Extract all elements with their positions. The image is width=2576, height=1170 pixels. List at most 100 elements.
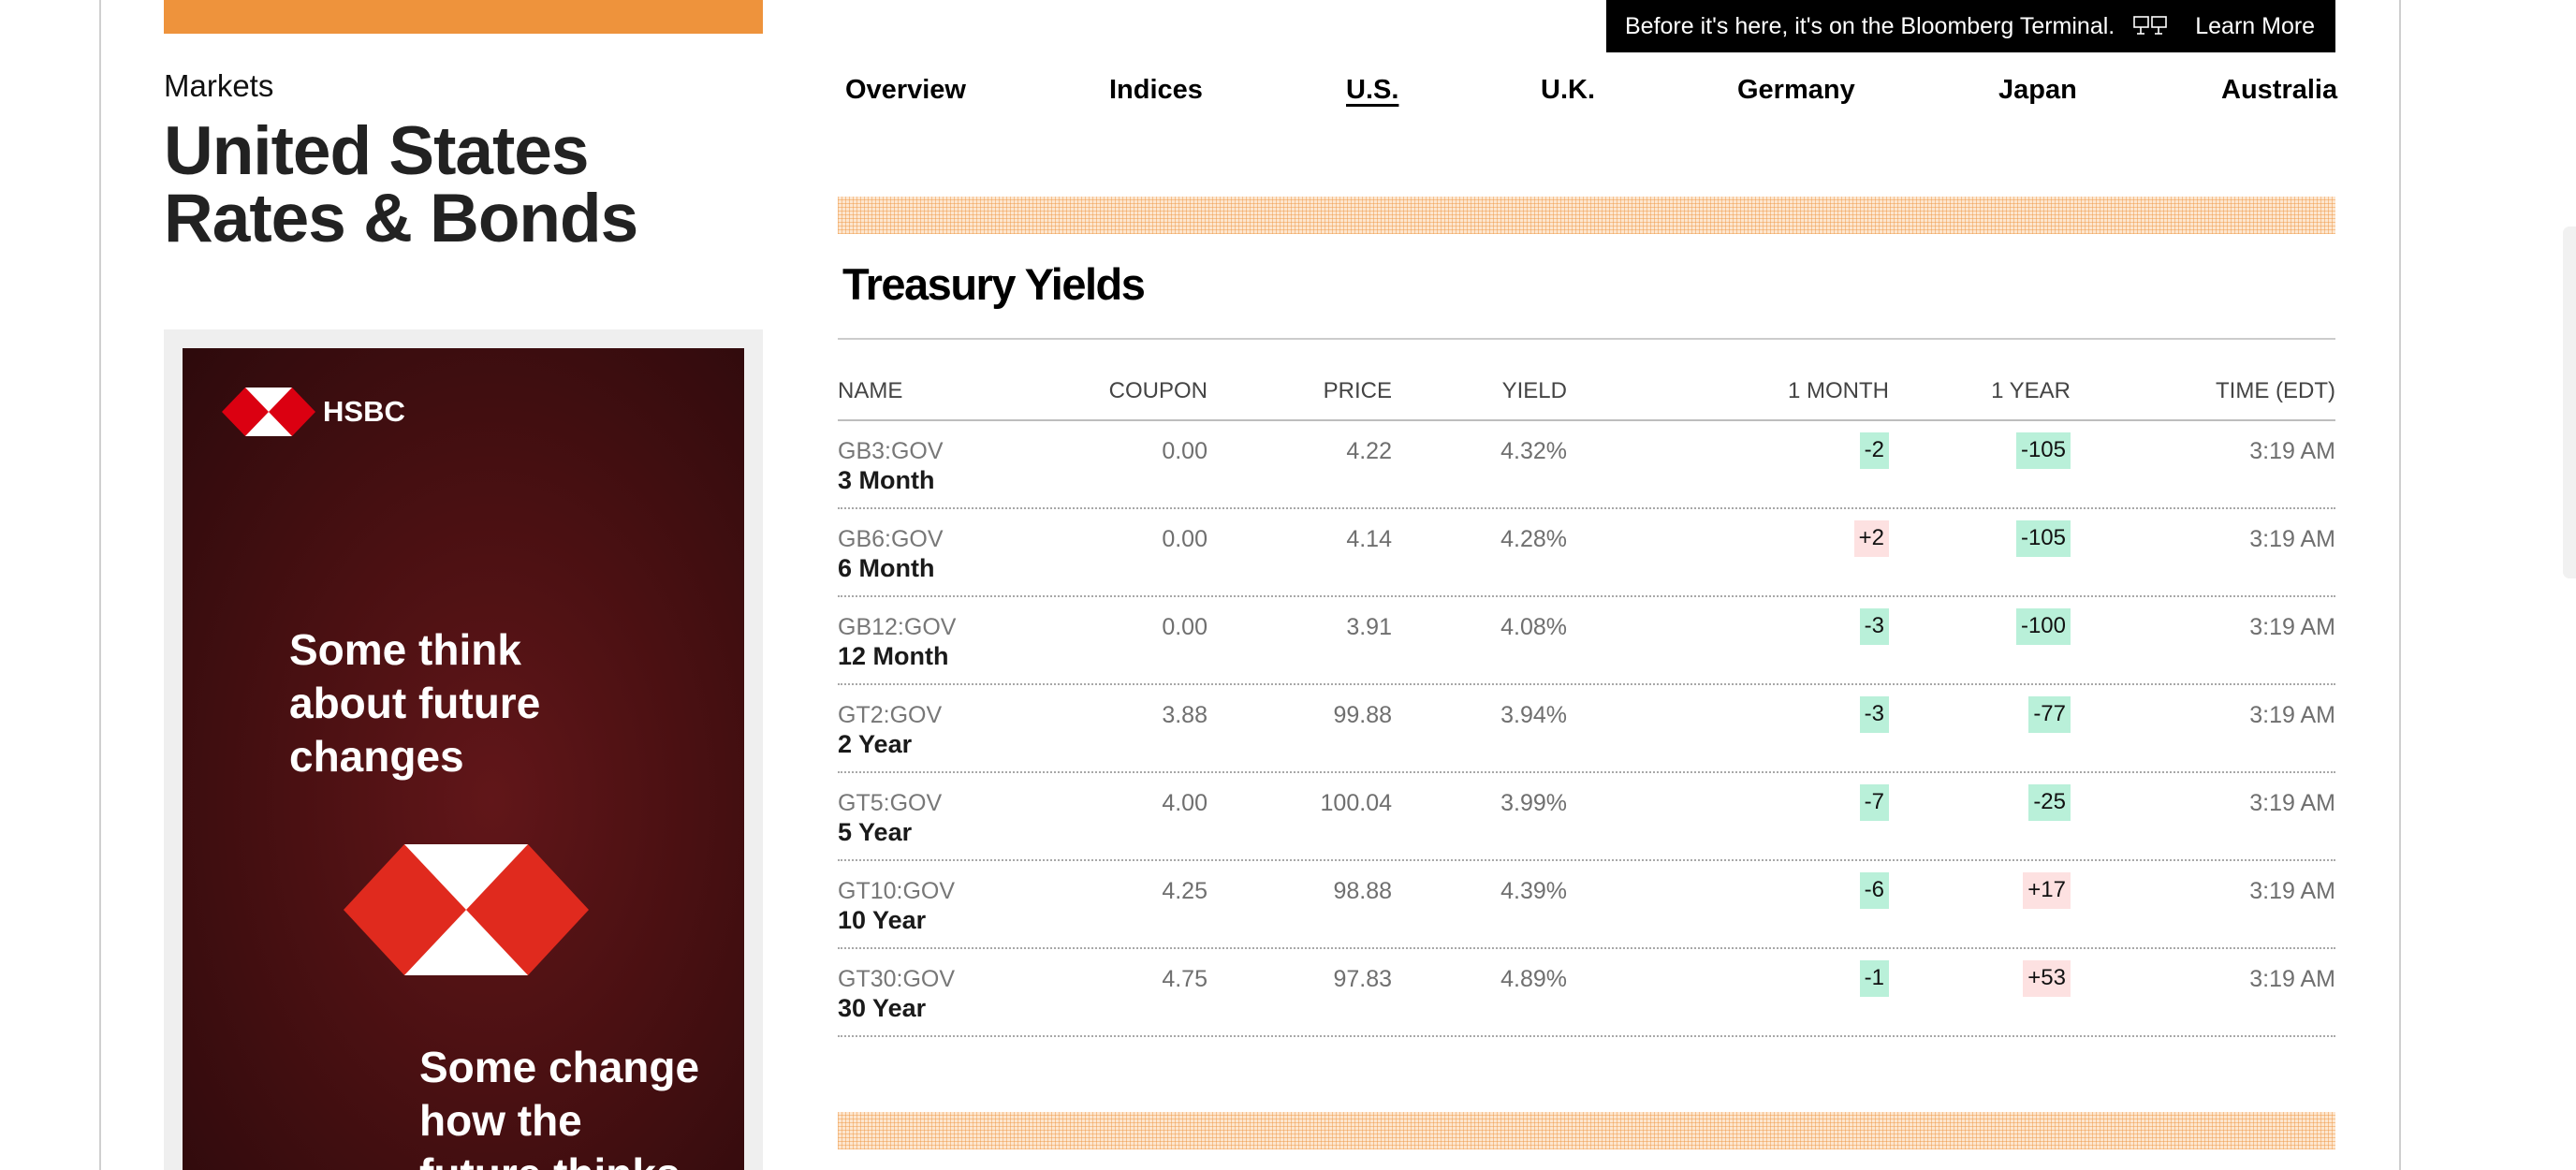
ad-headline-2-line: how the <box>419 1096 582 1145</box>
page-title: United States Rates & Bonds <box>164 113 819 256</box>
one-year-change-chip: -105 <box>2015 432 2071 469</box>
price-value: 97.83 <box>1333 966 1392 992</box>
terminal-promo-banner[interactable]: Before it's here, it's on the Bloomberg … <box>1606 0 2335 52</box>
table-row[interactable]: GT5:GOV 5 Year 4.00 100.04 3.99% -7 -25 … <box>838 773 2335 861</box>
coupon-value: 4.00 <box>1162 790 1208 816</box>
time-value: 3:19 AM <box>2249 526 2335 552</box>
column-header-name: NAME <box>838 378 903 403</box>
one-month-change-chip: -3 <box>1859 608 1889 645</box>
security-name[interactable]: 6 Month <box>838 554 935 582</box>
time-value: 3:19 AM <box>2249 878 2335 904</box>
ad-headline-1-line: Some think <box>289 625 521 674</box>
ad-headline-2: Some change how the future thinks <box>419 1041 738 1170</box>
security-name[interactable]: 2 Year <box>838 730 913 758</box>
security-name[interactable]: 3 Month <box>838 466 935 494</box>
table-row[interactable]: GB12:GOV 12 Month 0.00 3.91 4.08% -3 -10… <box>838 597 2335 685</box>
security-name[interactable]: 5 Year <box>838 818 913 846</box>
coupon-value: 3.88 <box>1162 702 1208 728</box>
yield-value: 4.39% <box>1500 878 1567 904</box>
one-year-change-chip: -105 <box>2015 520 2071 557</box>
price-value: 100.04 <box>1320 790 1392 816</box>
page-title-line1: United States <box>164 113 589 189</box>
ticker-link[interactable]: GB3:GOV <box>838 438 944 464</box>
time-value: 3:19 AM <box>2249 790 2335 816</box>
breadcrumb-markets[interactable]: Markets <box>164 68 274 103</box>
table-row[interactable]: GT30:GOV 30 Year 4.75 97.83 4.89% -1 +53… <box>838 949 2335 1037</box>
ad-headline-1-line: about future <box>289 679 541 727</box>
column-header-1-month: 1 MONTH <box>1788 378 1889 403</box>
time-value: 3:19 AM <box>2249 966 2335 992</box>
ad-headline-1-line: changes <box>289 732 464 781</box>
hsbc-hexagon-icon <box>222 388 315 436</box>
ticker-link[interactable]: GT10:GOV <box>838 878 956 904</box>
one-month-change-chip: -6 <box>1859 872 1889 909</box>
column-header-time: TIME (EDT) <box>2216 378 2335 403</box>
promo-text: Before it's here, it's on the Bloomberg … <box>1625 12 2115 39</box>
security-name[interactable]: 12 Month <box>838 642 949 670</box>
yield-value: 4.32% <box>1500 438 1567 464</box>
one-month-change-cell: -3 <box>1859 696 1889 733</box>
hsbc-hexagon-large-icon <box>344 844 589 975</box>
top-accent-bar <box>164 0 763 34</box>
security-name[interactable]: 10 Year <box>838 906 927 934</box>
coupon-value: 4.25 <box>1162 878 1208 904</box>
price-value: 98.88 <box>1333 878 1392 904</box>
table-row[interactable]: GB3:GOV 3 Month 0.00 4.22 4.32% -2 -105 … <box>838 421 2335 509</box>
one-year-change-cell: -100 <box>2015 608 2071 645</box>
security-name[interactable]: 30 Year <box>838 994 927 1022</box>
nav-japan[interactable]: Japan <box>1998 75 2077 105</box>
table-row[interactable]: GT10:GOV 10 Year 4.25 98.88 4.39% -6 +17… <box>838 861 2335 949</box>
price-value: 3.91 <box>1346 614 1392 640</box>
learn-more-link[interactable]: Learn More <box>2195 12 2316 39</box>
nav-overview[interactable]: Overview <box>845 75 966 105</box>
page-frame-left <box>99 0 101 1170</box>
one-year-change-chip: -25 <box>2028 784 2071 821</box>
nav-us[interactable]: U.S. <box>1346 75 1399 105</box>
time-value: 3:19 AM <box>2249 438 2335 464</box>
one-month-change-cell: -1 <box>1859 960 1889 997</box>
nav-australia[interactable]: Australia <box>2221 75 2338 105</box>
one-month-change-cell: -7 <box>1859 784 1889 821</box>
ticker-link[interactable]: GT30:GOV <box>838 966 956 992</box>
yield-value: 4.89% <box>1500 966 1567 992</box>
coupon-value: 0.00 <box>1162 526 1208 552</box>
coupon-value: 4.75 <box>1162 966 1208 992</box>
column-header-1-year: 1 YEAR <box>1991 378 2071 403</box>
nav-uk[interactable]: U.K. <box>1541 75 1595 105</box>
price-value: 99.88 <box>1333 702 1392 728</box>
table-header: NAME COUPON PRICE YIELD 1 MONTH 1 YEAR T… <box>838 365 2335 421</box>
table-row[interactable]: GB6:GOV 6 Month 0.00 4.14 4.28% +2 -105 … <box>838 509 2335 597</box>
hsbc-logo: HSBC <box>222 388 405 436</box>
one-month-change-chip: -3 <box>1859 696 1889 733</box>
one-month-change-chip: -1 <box>1859 960 1889 997</box>
section-title: Treasury Yields <box>842 259 1146 309</box>
ticker-link[interactable]: GB12:GOV <box>838 614 957 640</box>
nav-indices[interactable]: Indices <box>1109 75 1203 105</box>
time-value: 3:19 AM <box>2249 614 2335 640</box>
scrollbar-thumb[interactable] <box>2563 227 2576 578</box>
ticker-link[interactable]: GT5:GOV <box>838 790 943 816</box>
one-month-change-chip: -7 <box>1859 784 1889 821</box>
one-year-change-chip: +17 <box>2023 872 2071 909</box>
page-title-line2: Rates & Bonds <box>164 181 638 256</box>
yield-value: 3.94% <box>1500 702 1567 728</box>
ad-brand-name: HSBC <box>323 395 405 428</box>
ticker-link[interactable]: GT2:GOV <box>838 702 943 728</box>
ticker-link[interactable]: GB6:GOV <box>838 526 944 552</box>
hsbc-advertisement[interactable]: HSBC Some think about future changes Som… <box>183 348 744 1170</box>
yield-value: 3.99% <box>1500 790 1567 816</box>
one-month-change-cell: -6 <box>1859 872 1889 909</box>
coupon-value: 0.00 <box>1162 438 1208 464</box>
ad-headline-2-line: future thinks <box>419 1148 738 1170</box>
table-row[interactable]: GT2:GOV 2 Year 3.88 99.88 3.94% -3 -77 3… <box>838 685 2335 773</box>
yield-value: 4.08% <box>1500 614 1567 640</box>
one-year-change-cell: -105 <box>2015 520 2071 557</box>
one-month-change-chip: +2 <box>1853 520 1889 557</box>
nav-germany[interactable]: Germany <box>1737 75 1855 105</box>
time-value: 3:19 AM <box>2249 702 2335 728</box>
one-month-change-cell: -3 <box>1859 608 1889 645</box>
column-header-coupon: COUPON <box>1108 378 1208 403</box>
page-frame-right <box>2399 0 2401 1170</box>
column-header-price: PRICE <box>1323 378 1392 403</box>
one-year-change-cell: -25 <box>2028 784 2071 821</box>
